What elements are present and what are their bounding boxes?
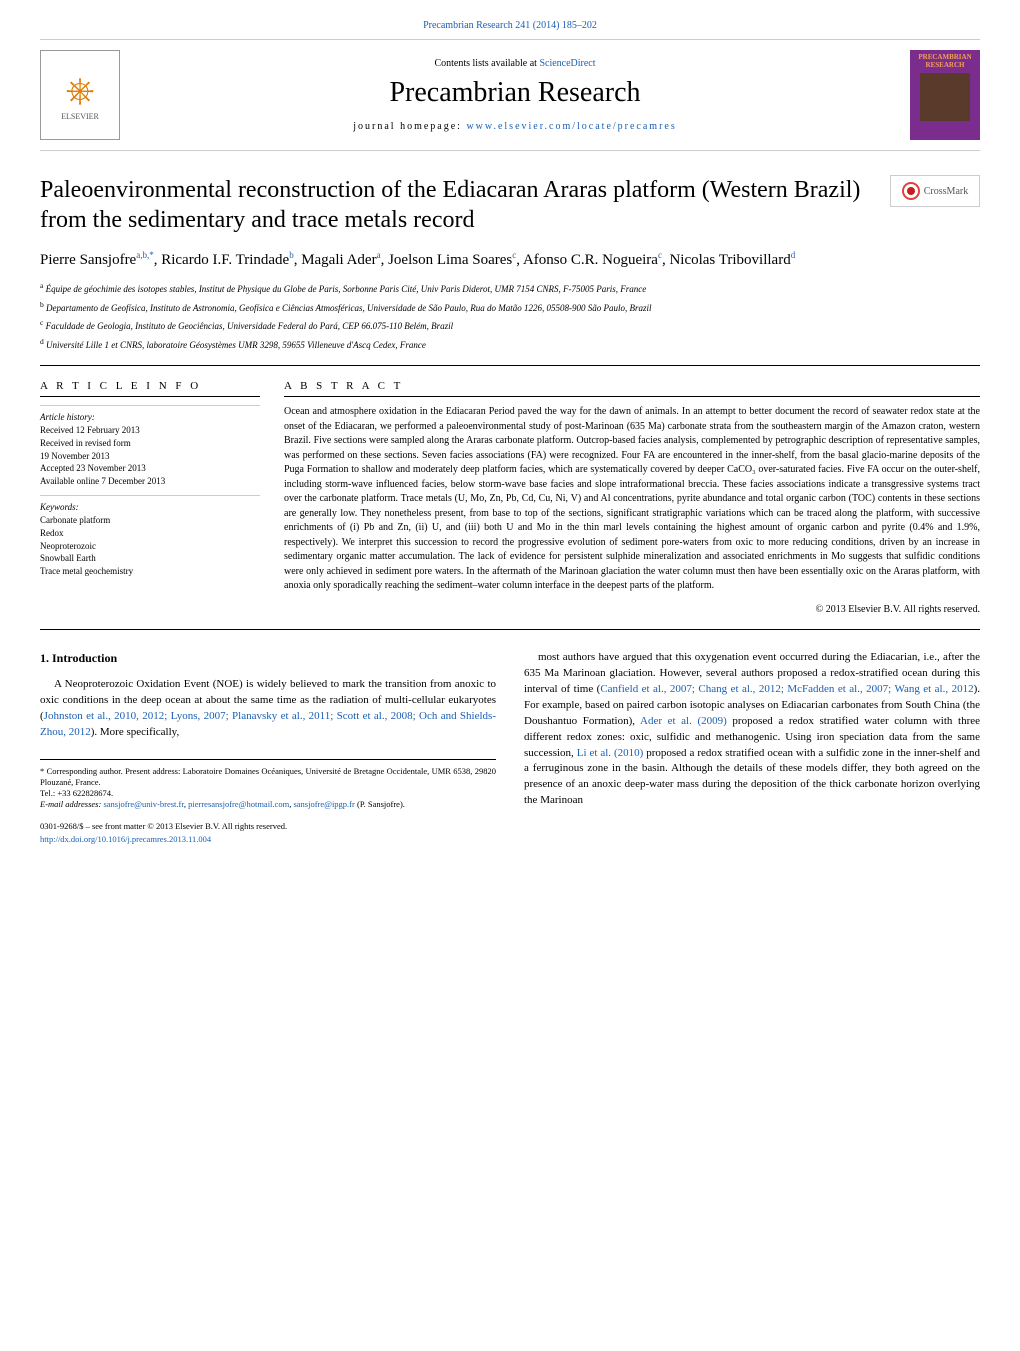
contents-available: Contents lists available at ScienceDirec… [120,58,910,69]
crossmark-icon [902,182,920,200]
author-5-sup[interactable]: d [791,250,796,260]
kw-4: Trace metal geochemistry [40,565,260,578]
author-5: Nicolas Tribovillard [669,252,790,268]
history-label: Article history: [40,405,260,422]
kw-0: Carbonate platform [40,514,260,527]
history-1: Received in revised form [40,437,260,450]
author-1-sup[interactable]: b [289,250,294,260]
journal-issue-link[interactable]: Precambrian Research 241 (2014) 185–202 [40,20,980,31]
authors: Pierre Sansjofrea,b,*, Ricardo I.F. Trin… [40,249,980,271]
emails: E-mail addresses: sansjofre@univ-brest.f… [40,799,496,810]
affiliation-b: b Departamento de Geofísica, Instituto d… [40,300,980,315]
kw-3: Snowball Earth [40,552,260,565]
footer: 0301-9268/$ – see front matter © 2013 El… [40,820,496,845]
abstract: A B S T R A C T Ocean and atmosphere oxi… [284,380,980,615]
aff-a-sup: a [40,281,43,290]
keywords-label: Keywords: [40,495,260,512]
aff-b-text: Departamento de Geofísica, Instituto de … [46,303,652,313]
kw-2: Neoproterozoic [40,540,260,553]
header-center: Contents lists available at ScienceDirec… [120,58,910,132]
email-label: E-mail addresses: [40,799,101,809]
aff-a-text: Équipe de géochimie des isotopes stables… [46,284,647,294]
crossmark-label: CrossMark [924,186,968,197]
contents-prefix: Contents lists available at [434,58,539,69]
email-0[interactable]: sansjofre@univ-brest.fr [103,799,183,809]
tel: Tel.: +33 622828674. [40,788,496,799]
author-0-sup[interactable]: a,b,* [136,250,154,260]
author-1: Ricardo I.F. Trindade [161,252,289,268]
sciencedirect-link[interactable]: ScienceDirect [539,58,595,69]
homepage-link[interactable]: www.elsevier.com/locate/precamres [466,121,676,132]
journal-cover[interactable]: PRECAMBRIAN RESEARCH [910,50,980,140]
crossmark-button[interactable]: CrossMark [890,175,980,207]
email-1[interactable]: pierresansjofre@hotmail.com [188,799,289,809]
intro-p2-link2[interactable]: Ader et al. (2009) [640,715,727,727]
abstract-header: A B S T R A C T [284,380,980,397]
author-4-sup[interactable]: c [658,250,662,260]
aff-d-text: Université Lille 1 et CNRS, laboratoire … [46,340,426,350]
intro-heading: 1. Introduction [40,650,496,667]
cover-title: PRECAMBRIAN RESEARCH [914,54,976,69]
elsevier-text: ELSEVIER [61,112,99,121]
homepage-prefix: journal homepage: [353,121,466,132]
journal-homepage: journal homepage: www.elsevier.com/locat… [120,121,910,132]
body-col-left: 1. Introduction A Neoproterozoic Oxidati… [40,650,496,845]
article-info-header: A R T I C L E I N F O [40,380,260,397]
intro-p2-link3[interactable]: Li et al. (2010) [577,747,644,759]
author-0: Pierre Sansjofre [40,252,136,268]
history-2: 19 November 2013 [40,450,260,463]
kw-1: Redox [40,527,260,540]
doi-link[interactable]: http://dx.doi.org/10.1016/j.precamres.20… [40,834,211,844]
intro-p2: most authors have argued that this oxyge… [524,650,980,809]
aff-b-sup: b [40,300,44,309]
elsevier-tree-icon: ⎈ [66,69,95,112]
history-0: Received 12 February 2013 [40,424,260,437]
article-info: A R T I C L E I N F O Article history: R… [40,380,260,615]
email-owner: (P. Sansjofre). [357,799,405,809]
intro-p2-link1[interactable]: Canfield et al., 2007; Chang et al., 201… [600,683,973,695]
author-2: Magali Ader [301,252,376,268]
aff-d-sup: d [40,337,44,346]
author-2-sup[interactable]: a [377,250,381,260]
cover-image [920,73,970,121]
corresponding-author: * Corresponding author. Present address:… [40,766,496,788]
journal-header: ⎈ ELSEVIER Contents lists available at S… [40,39,980,151]
aff-c-text: Faculdade de Geologia, Instituto de Geoc… [46,321,454,331]
author-4: Afonso C.R. Nogueira [523,252,658,268]
body-columns: 1. Introduction A Neoproterozoic Oxidati… [40,650,980,845]
affiliation-d: d Université Lille 1 et CNRS, laboratoir… [40,337,980,352]
history-3: Accepted 23 November 2013 [40,462,260,475]
intro-p1-post: ). More specifically, [91,726,179,738]
affiliation-a: a Équipe de géochimie des isotopes stabl… [40,281,980,296]
history-4: Available online 7 December 2013 [40,475,260,488]
author-3: Joelson Lima Soares [388,252,512,268]
elsevier-logo[interactable]: ⎈ ELSEVIER [40,50,120,140]
journal-title: Precambrian Research [120,77,910,109]
footer-line1: 0301-9268/$ – see front matter © 2013 El… [40,820,496,832]
article-title: Paleoenvironmental reconstruction of the… [40,175,890,235]
email-2[interactable]: sansjofre@ipgp.fr [293,799,354,809]
affiliation-c: c Faculdade de Geologia, Instituto de Ge… [40,318,980,333]
abstract-copyright: © 2013 Elsevier B.V. All rights reserved… [284,604,980,615]
title-row: Paleoenvironmental reconstruction of the… [40,175,980,235]
author-3-sup[interactable]: c [512,250,516,260]
intro-p1: A Neoproterozoic Oxidation Event (NOE) i… [40,677,496,741]
journal-issue-text: Precambrian Research 241 (2014) 185–202 [423,20,597,31]
abstract-text: Ocean and atmosphere oxidation in the Ed… [284,405,980,594]
body-col-right: most authors have argued that this oxyge… [524,650,980,845]
info-abstract-row: A R T I C L E I N F O Article history: R… [40,365,980,630]
footnotes: * Corresponding author. Present address:… [40,759,496,810]
aff-c-sup: c [40,318,43,327]
